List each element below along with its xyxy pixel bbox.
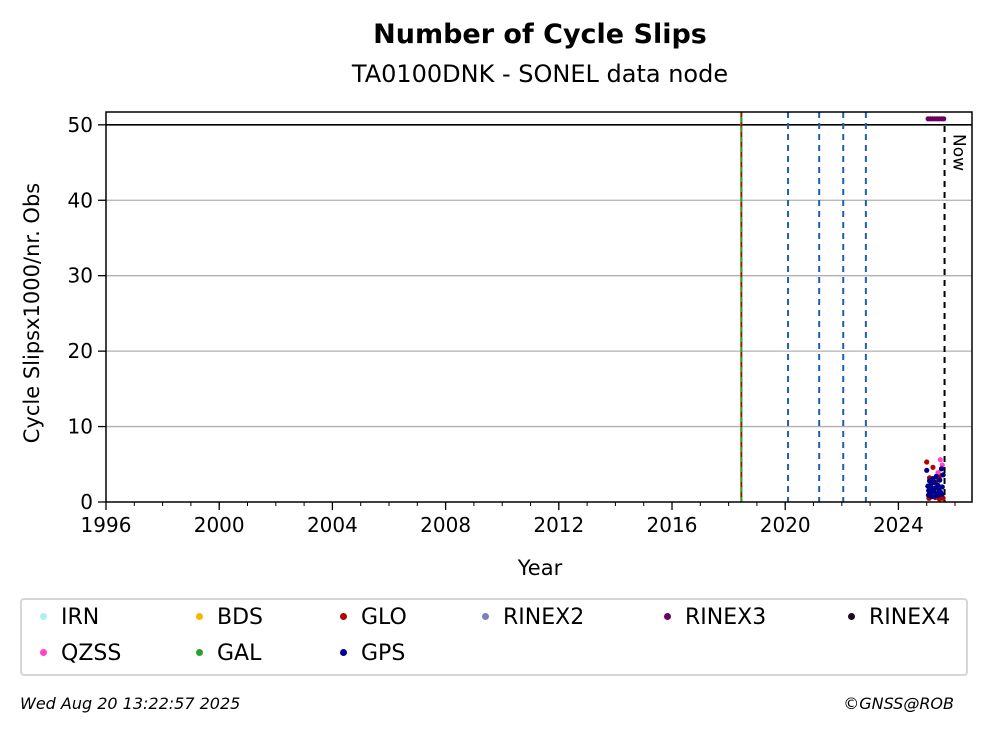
data-point-gps [932,479,938,485]
legend-item-bds: BDS [196,605,263,631]
legend-marker [664,612,671,620]
y-axis-label: Cycle Slipsx1000/nr. Obs [20,183,44,443]
footer-credit: ©GNSS@ROB [843,694,954,713]
legend-label: RINEX3 [685,605,767,630]
legend-label: RINEX2 [503,605,585,630]
data-point-gps [940,472,946,478]
footer-timestamp: Wed Aug 20 13:22:57 2025 [20,694,241,713]
now-label: Now [949,134,969,171]
plot-frame [105,111,973,503]
legend-label: GAL [217,641,262,666]
y-tick-label: 50 [68,113,93,137]
legend-marker [196,648,203,656]
x-tick-label: 2000 [194,513,245,537]
x-tick-label: 2004 [307,513,358,537]
data-point-qzss [937,457,943,463]
data-point-gps [939,491,945,498]
chart-title: Number of Cycle Slips [373,19,707,50]
legend-marker [40,612,47,620]
legend-marker [848,612,855,620]
x-axis-label: Year [517,556,563,580]
x-tick-label: 2024 [873,513,924,537]
legend-item-glo: GLO [340,605,407,631]
y-tick-label: 40 [68,188,93,212]
x-tick-label: 2008 [420,513,471,537]
y-tick-label: 20 [68,339,93,363]
legend-marker [482,612,489,620]
legend-marker [196,612,203,620]
chart-subtitle: TA0100DNK - SONEL data node [351,60,728,88]
legend-item-rinex3: RINEX3 [664,605,766,631]
legend-label: GLO [361,605,407,630]
data-point-gps [924,467,930,473]
legend-label: QZSS [61,641,122,666]
legend-label: GPS [361,641,406,666]
legend-item-gps: GPS [340,641,405,667]
data-point-gps [938,466,945,472]
data-point-gps [935,482,941,489]
legend-marker [40,648,47,656]
legend-label: IRN [61,605,100,630]
chart: Number of Cycle Slips TA0100DNK - SONEL … [20,19,973,580]
data-point-glo [930,464,936,470]
data-point-gps [937,477,943,483]
plot-area: Now 1996 2000 2004 2008 2012 2016 2020 2024 0 10 20… [68,111,973,537]
legend-item-gal: GAL [196,641,261,667]
data-point-rinex3 [941,116,947,122]
data-point-gps [939,484,945,490]
x-tick-label: 1996 [81,513,132,537]
legend-marker [340,648,347,656]
legend-label: RINEX4 [869,605,951,630]
legend: IRN BDS GLO RINEX2 RINEX3 RINEX4 QZSS GAL GPS [20,598,968,676]
data-point-glo [924,459,930,465]
x-tick-label: 2012 [533,513,584,537]
x-tick-label: 2016 [647,513,698,537]
legend-item-rinex4: RINEX4 [848,605,950,631]
legend-item-rinex2: RINEX2 [482,605,584,631]
legend-item-qzss: QZSS [40,641,121,667]
y-tick-label: 0 [80,490,93,514]
y-tick-label: 10 [68,415,93,439]
legend-item-irn: IRN [40,605,99,631]
y-tick-label: 30 [68,264,93,288]
legend-label: BDS [217,605,263,630]
x-tick-label: 2020 [760,513,811,537]
data-point-gps [933,473,939,479]
legend-marker [340,612,347,620]
